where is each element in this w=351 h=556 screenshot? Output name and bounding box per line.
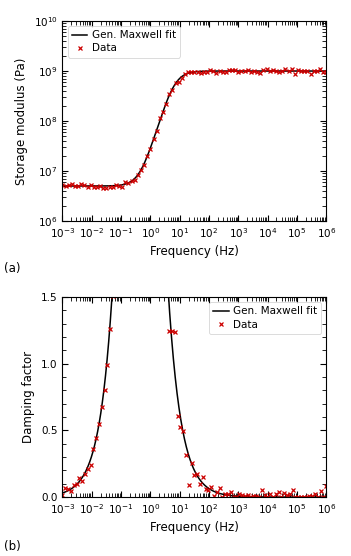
Data [260, 486, 264, 493]
Gen. Maxwell fit [324, 494, 329, 500]
X-axis label: Frequency (Hz): Frequency (Hz) [150, 245, 239, 258]
Legend: Gen. Maxwell fit, Data: Gen. Maxwell fit, Data [209, 302, 321, 334]
Data [72, 481, 76, 488]
Data [251, 493, 256, 499]
Gen. Maxwell fit [177, 76, 181, 83]
Gen. Maxwell fit [167, 92, 171, 99]
Line: Data: Data [60, 281, 329, 499]
Gen. Maxwell fit [266, 494, 271, 500]
Data [324, 69, 329, 76]
Gen. Maxwell fit [241, 68, 246, 75]
Data [60, 182, 65, 188]
Data [246, 492, 250, 499]
X-axis label: Frequency (Hz): Frequency (Hz) [150, 522, 239, 534]
Gen. Maxwell fit [60, 490, 65, 497]
Data [315, 67, 319, 74]
Y-axis label: Storage modulus (Pa): Storage modulus (Pa) [15, 57, 28, 185]
Legend: Gen. Maxwell fit, Data: Gen. Maxwell fit, Data [68, 26, 180, 58]
Gen. Maxwell fit [87, 183, 92, 190]
Gen. Maxwell fit [167, 306, 172, 312]
Data [196, 68, 200, 75]
Text: (a): (a) [4, 262, 20, 275]
Data [108, 326, 112, 332]
Line: Data: Data [60, 67, 329, 191]
Gen. Maxwell fit [271, 68, 275, 75]
Data [290, 66, 294, 72]
Data [60, 492, 65, 498]
Data [114, 280, 118, 287]
Data [324, 483, 329, 490]
Data [263, 492, 267, 498]
Data [142, 162, 146, 168]
Gen. Maxwell fit [266, 68, 270, 75]
Gen. Maxwell fit [242, 493, 246, 500]
Gen. Maxwell fit [324, 68, 329, 75]
Gen. Maxwell fit [271, 494, 275, 500]
Line: Gen. Maxwell fit: Gen. Maxwell fit [62, 71, 326, 186]
Data [101, 185, 105, 192]
Y-axis label: Damping factor: Damping factor [22, 351, 35, 443]
Text: (b): (b) [4, 540, 20, 553]
Data [107, 183, 112, 190]
Line: Gen. Maxwell fit: Gen. Maxwell fit [62, 0, 326, 497]
Data [220, 494, 225, 500]
Data [154, 127, 159, 134]
Gen. Maxwell fit [87, 459, 92, 466]
Data [145, 152, 150, 159]
Gen. Maxwell fit [60, 183, 65, 190]
Gen. Maxwell fit [177, 404, 181, 411]
